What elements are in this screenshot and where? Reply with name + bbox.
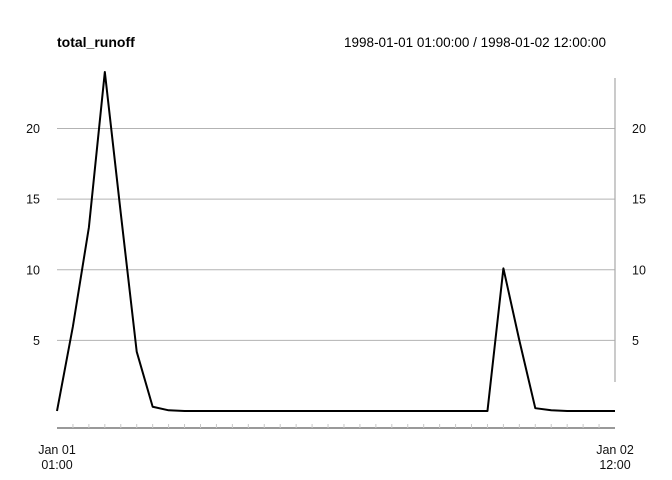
date-range-label: 1998-01-01 01:00:00 / 1998-01-02 12:00:0… — [344, 35, 606, 50]
x-tick-label-time: 01:00 — [41, 458, 72, 472]
y-tick-label-left: 10 — [26, 263, 40, 277]
grid-lines — [57, 128, 615, 341]
y-tick-label-left: 20 — [26, 122, 40, 136]
x-tick-label-date: Jan 02 — [596, 443, 634, 457]
y-tick-label-left: 5 — [33, 334, 40, 348]
y-axis-right: 5 10 15 20 — [614, 78, 646, 382]
y-tick-label-right: 20 — [632, 122, 646, 136]
series-line — [56, 71, 615, 412]
x-tick-label-date: Jan 01 — [38, 443, 76, 457]
series-layer — [56, 71, 615, 412]
chart-title: total_runoff — [57, 34, 135, 50]
y-tick-label-right: 10 — [632, 263, 646, 277]
y-tick-label-right: 5 — [632, 334, 639, 348]
y-tick-label-left: 15 — [26, 193, 40, 207]
y-axis-left: 5 10 15 20 — [26, 122, 40, 348]
x-tick-label-time: 12:00 — [599, 458, 630, 472]
y-tick-label-right: 15 — [632, 193, 646, 207]
